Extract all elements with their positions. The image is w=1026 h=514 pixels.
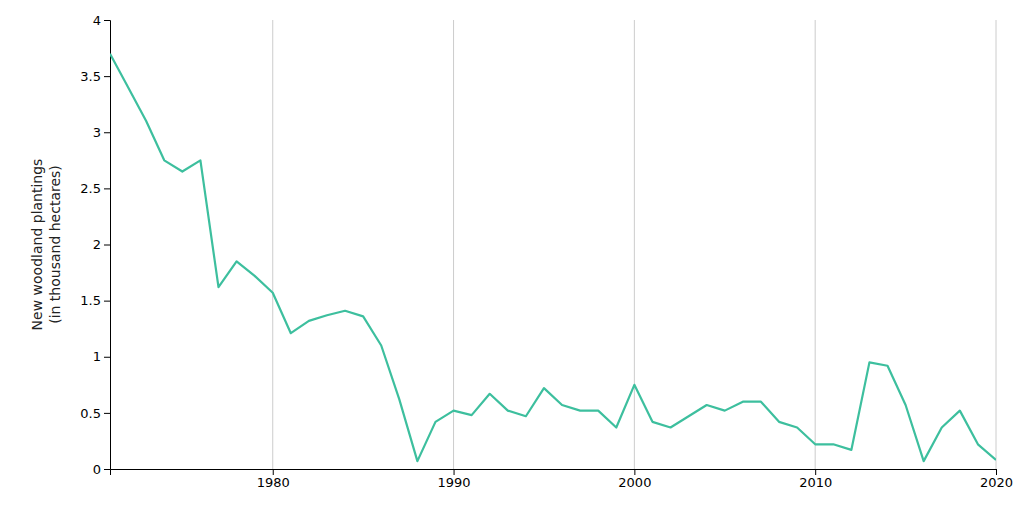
y-tick-label: 0 [93, 462, 101, 477]
y-tick: 3.5 [80, 69, 110, 84]
x-tick-label: 2010 [799, 475, 832, 490]
y-tick: 1 [93, 349, 110, 364]
grid [273, 20, 996, 469]
x-tick-mark [273, 469, 274, 475]
y-tick-mark [104, 413, 110, 414]
x-axis: 1980 1990 2000 2010 2020 [111, 469, 1014, 490]
y-tick: 2.5 [80, 181, 110, 196]
y-tick-mark [104, 20, 110, 21]
y-tick: 1.5 [80, 293, 110, 308]
y-tick-mark [104, 188, 110, 189]
x-tick-label: 1980 [257, 475, 290, 490]
x-tick-mark [815, 469, 816, 475]
y-tick-label: 2.5 [80, 181, 101, 196]
x-tick: 2000 [618, 469, 651, 490]
y-tick: 0 [93, 462, 110, 477]
marks [110, 54, 996, 461]
y-tick-label: 3.5 [80, 69, 101, 84]
line [110, 54, 996, 461]
y-tick-label: 4 [93, 13, 101, 28]
grid-line [815, 20, 816, 469]
x-axis-line [111, 470, 997, 476]
x-tick-mark [996, 469, 997, 475]
plot: 1980 1990 2000 2010 2020 0 0.5 1 1.5 2 2.5 3 3.5 4 [80, 13, 1013, 491]
y-tick: 3 [93, 125, 110, 140]
x-tick-mark [634, 469, 635, 475]
x-tick-mark [454, 469, 455, 475]
x-tick: 2020 [980, 469, 1013, 490]
y-axis-title-line: (in thousand hectares) [47, 165, 63, 324]
x-tick-label: 2020 [980, 475, 1013, 490]
y-axis-title: New woodland plantings(in thousand hecta… [29, 159, 63, 331]
y-tick-label: 1.5 [80, 293, 101, 308]
y-axis-title-line: New woodland plantings [29, 159, 45, 331]
x-tick-label: 1990 [438, 475, 471, 490]
y-tick-label: 1 [93, 349, 101, 364]
grid-line [272, 20, 273, 469]
y-tick: 0.5 [80, 406, 110, 421]
y-tick-label: 0.5 [80, 406, 101, 421]
y-tick: 2 [93, 237, 110, 252]
x-tick: 1990 [438, 469, 471, 490]
y-tick-label: 2 [93, 237, 101, 252]
y-tick: 4 [93, 13, 110, 28]
y-tick-mark [104, 245, 110, 246]
chart: 1980 1990 2000 2010 2020 0 0.5 1 1.5 2 2.5 3 3.5 4 New… [0, 0, 1026, 514]
y-tick-mark [104, 132, 110, 133]
grid-line [996, 20, 997, 469]
grid-line [453, 20, 454, 469]
y-axis: 0 0.5 1 1.5 2 2.5 3 3.5 4 [80, 13, 110, 477]
y-tick-mark [104, 469, 110, 470]
grid-line [634, 20, 635, 469]
x-tick: 2010 [799, 469, 832, 490]
y-tick-mark [104, 76, 110, 77]
y-tick-label: 3 [93, 125, 101, 140]
x-tick-label: 2000 [618, 475, 651, 490]
x-tick: 1980 [257, 469, 290, 490]
y-tick-mark [104, 357, 110, 358]
y-axis-line [104, 21, 111, 470]
y-tick-mark [104, 301, 110, 302]
